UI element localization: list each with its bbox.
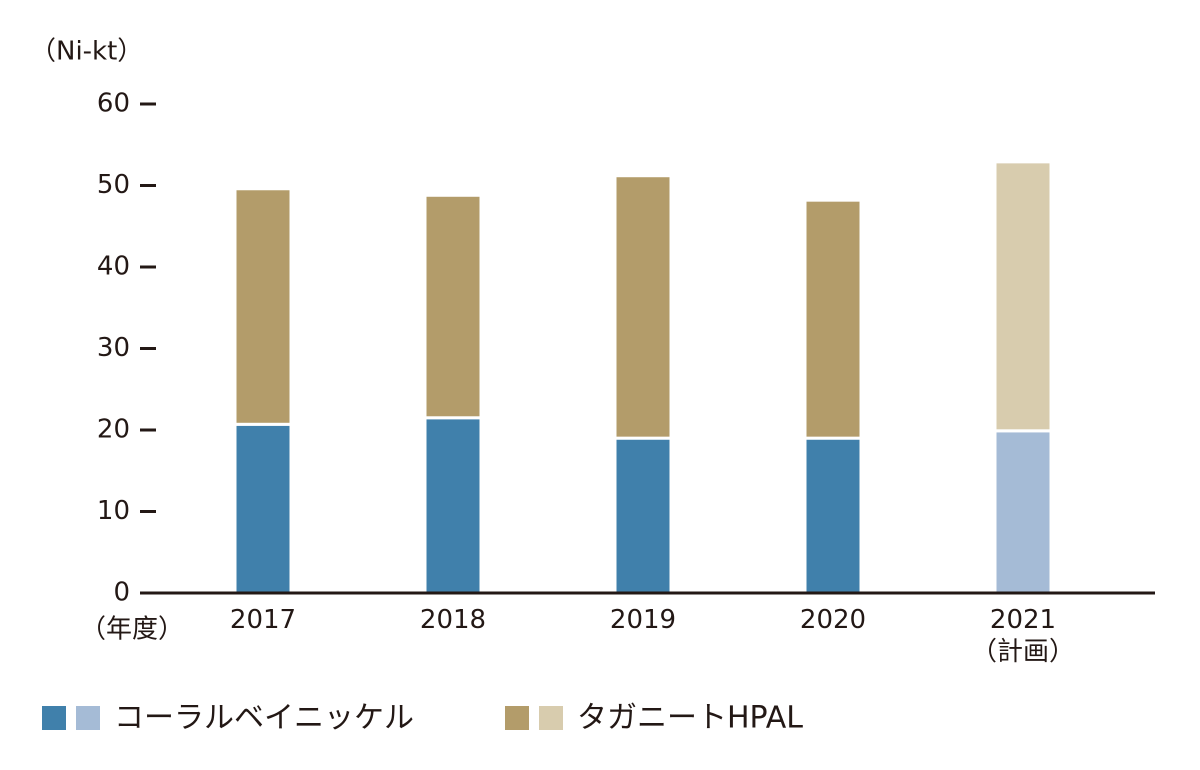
- bar-segment: [993, 160, 1053, 433]
- x-tick-line: 2021: [990, 605, 1056, 635]
- y-tick-label: 0: [113, 578, 130, 608]
- y-tick-label: 50: [97, 170, 130, 200]
- x-tick-line: 2017: [230, 605, 296, 635]
- x-tick-label: 2018: [420, 605, 486, 635]
- x-tick-line: 2019: [610, 605, 676, 635]
- bar-segment: [613, 174, 673, 440]
- bar-segment: [803, 436, 863, 595]
- legend-swatch: [539, 706, 563, 730]
- y-tick-label: 40: [97, 252, 130, 282]
- x-tick-line: （計画）: [971, 637, 1075, 667]
- legend-swatch: [505, 706, 529, 730]
- y-tick-label: 10: [97, 496, 130, 526]
- bar-segment: [233, 422, 293, 595]
- y-tick-label: 60: [97, 89, 130, 119]
- x-axis-label: （年度）: [80, 615, 184, 645]
- bar-segment: [613, 436, 673, 595]
- bar-segment: [423, 416, 483, 595]
- legend-label: タガニートHPAL: [577, 701, 803, 736]
- x-tick-label: 2017: [230, 605, 296, 635]
- bar-segment: [993, 429, 1053, 595]
- bar-segment: [423, 193, 483, 420]
- y-tick-label: 30: [97, 333, 130, 363]
- legend-label: コーラルベイニッケル: [114, 701, 414, 736]
- x-tick-label: 2020: [800, 605, 866, 635]
- legend-swatch: [76, 706, 100, 730]
- bar-segment: [233, 187, 293, 426]
- x-tick-line: 2020: [800, 605, 866, 635]
- x-tick-label: 2021 （計画）: [971, 605, 1075, 667]
- x-tick-label: 2019: [610, 605, 676, 635]
- x-tick-line: 2018: [420, 605, 486, 635]
- legend-swatch: [42, 706, 66, 730]
- y-tick-label: 20: [97, 415, 130, 445]
- y-axis-label: （Ni-kt）: [30, 37, 143, 67]
- bar-segment: [803, 198, 863, 440]
